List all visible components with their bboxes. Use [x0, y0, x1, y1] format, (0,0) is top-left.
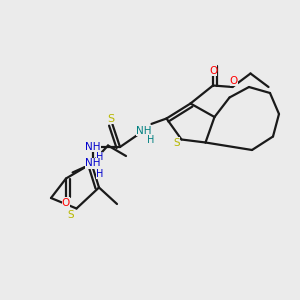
Text: O: O [62, 197, 70, 208]
Text: NH: NH [136, 125, 152, 136]
Text: S: S [174, 137, 180, 148]
Text: S: S [107, 114, 115, 124]
Text: H: H [147, 135, 154, 145]
Text: O: O [209, 65, 217, 76]
Text: NH: NH [85, 158, 101, 169]
Text: S: S [68, 209, 74, 220]
Text: H: H [96, 169, 103, 179]
Text: H: H [96, 152, 103, 163]
Text: NH: NH [85, 142, 101, 152]
Text: O: O [230, 76, 238, 86]
